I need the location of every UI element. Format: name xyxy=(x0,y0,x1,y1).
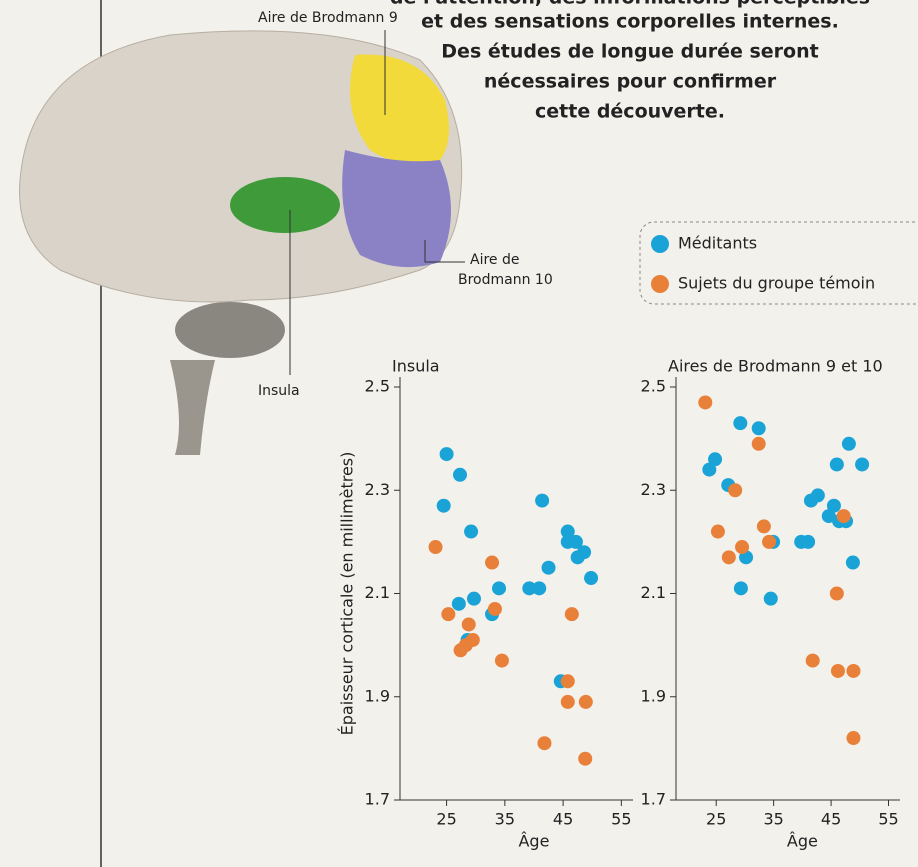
point xyxy=(561,695,575,709)
point xyxy=(846,556,860,570)
point xyxy=(537,736,551,750)
point xyxy=(801,535,815,549)
x-tick-label: 35 xyxy=(495,810,515,829)
caption-line: de l'attention, des informations percept… xyxy=(390,0,870,9)
point xyxy=(708,452,722,466)
x-tick-label: 55 xyxy=(878,810,898,829)
point xyxy=(811,488,825,502)
point xyxy=(565,607,579,621)
x-tick-label: 35 xyxy=(763,810,783,829)
point xyxy=(831,664,845,678)
point xyxy=(485,556,499,570)
point xyxy=(579,695,593,709)
caption-line: et des sensations corporelles internes. xyxy=(421,11,839,33)
point xyxy=(757,519,771,533)
legend-swatch xyxy=(651,235,669,253)
point xyxy=(429,540,443,554)
point xyxy=(846,664,860,678)
point xyxy=(535,494,549,508)
x-axis-label: Âge xyxy=(787,832,818,851)
legend-entry: Sujets du groupe témoin xyxy=(678,274,875,293)
chart-title: Insula xyxy=(392,357,440,376)
point xyxy=(542,561,556,575)
point xyxy=(842,437,856,451)
point xyxy=(532,581,546,595)
y-tick-label: 2.5 xyxy=(365,377,390,396)
y-tick-label: 2.1 xyxy=(641,583,666,602)
y-tick-label: 1.9 xyxy=(365,686,390,705)
point xyxy=(492,581,506,595)
chart-title: Aires de Brodmann 9 et 10 xyxy=(668,357,883,376)
page: Aire de Brodmann 9 Aire de Brodmann 10 I… xyxy=(0,0,918,867)
point xyxy=(722,550,736,564)
point xyxy=(846,731,860,745)
point xyxy=(571,550,585,564)
point xyxy=(711,525,725,539)
caption-line: nécessaires pour confirmer xyxy=(484,71,777,93)
x-tick-label: 45 xyxy=(553,810,573,829)
point xyxy=(762,535,776,549)
caption-line: cette découverte. xyxy=(535,101,725,123)
point xyxy=(437,499,451,513)
y-tick-label: 2.3 xyxy=(641,480,666,499)
x-tick-label: 25 xyxy=(436,810,456,829)
point xyxy=(561,674,575,688)
brain-label: Aire de Brodmann 9 xyxy=(258,10,398,26)
x-tick-label: 45 xyxy=(821,810,841,829)
point xyxy=(837,509,851,523)
point xyxy=(855,457,869,471)
point xyxy=(830,457,844,471)
point xyxy=(488,602,502,616)
point xyxy=(733,416,747,430)
point xyxy=(459,638,473,652)
point xyxy=(578,752,592,766)
brain-illustration xyxy=(20,31,462,455)
y-tick-label: 1.9 xyxy=(641,686,666,705)
y-tick-label: 1.7 xyxy=(365,790,390,809)
point xyxy=(735,540,749,554)
point xyxy=(830,587,844,601)
point xyxy=(827,499,841,513)
y-tick-label: 1.7 xyxy=(641,790,666,809)
point xyxy=(462,617,476,631)
point xyxy=(440,447,454,461)
point xyxy=(764,592,778,606)
point xyxy=(441,607,455,621)
y-tick-label: 2.1 xyxy=(365,583,390,602)
legend-swatch xyxy=(651,275,669,293)
x-tick-label: 25 xyxy=(706,810,726,829)
legend-entry: Méditants xyxy=(678,234,757,253)
point xyxy=(752,437,766,451)
brain-label: Aire de xyxy=(470,252,519,268)
y-tick-label: 2.3 xyxy=(365,480,390,499)
point xyxy=(806,654,820,668)
point xyxy=(495,654,509,668)
brain-label: Insula xyxy=(258,383,300,399)
brain-label: Brodmann 10 xyxy=(458,272,553,288)
point xyxy=(734,581,748,595)
point xyxy=(452,597,466,611)
point xyxy=(453,468,467,482)
y-axis-label: Épaisseur corticale (en millimètres) xyxy=(338,452,357,736)
point xyxy=(728,483,742,497)
y-tick-label: 2.5 xyxy=(641,377,666,396)
x-axis-label: Âge xyxy=(518,832,549,851)
x-tick-label: 55 xyxy=(611,810,631,829)
caption-line: Des études de longue durée seront xyxy=(441,41,818,63)
point xyxy=(752,421,766,435)
point xyxy=(467,592,481,606)
point xyxy=(698,395,712,409)
point xyxy=(464,525,478,539)
point xyxy=(584,571,598,585)
